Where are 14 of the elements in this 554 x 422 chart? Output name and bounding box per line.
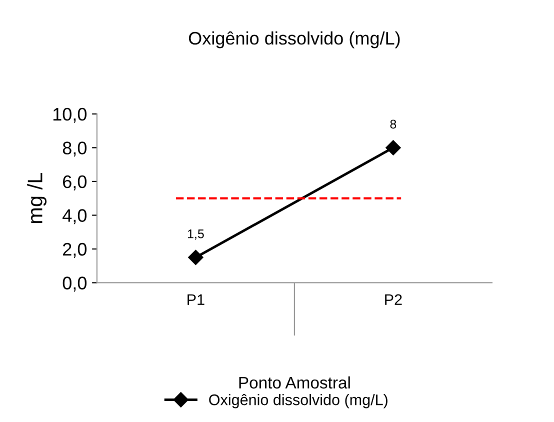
y-tick-label: 0,0 bbox=[62, 276, 87, 292]
x-tick-label: P1 bbox=[188, 294, 204, 305]
x-tick-label: P2 bbox=[385, 294, 402, 305]
y-tick-label: 6,0 bbox=[63, 175, 87, 190]
y-tick-label: 8,0 bbox=[62, 142, 87, 157]
data-label: 1,5 bbox=[188, 230, 204, 240]
chart-title: Oxigênio dissolvido (mg/L) bbox=[188, 31, 400, 48]
y-tick-label: 4,0 bbox=[62, 209, 87, 224]
legend-label: Oxigênio dissolvido (mg/L) bbox=[209, 394, 388, 408]
y-tick-label: 10,0 bbox=[53, 108, 87, 123]
data-label: 8 bbox=[390, 120, 396, 129]
y-axis-title: mg /L bbox=[27, 172, 47, 224]
x-axis-title: Ponto Amostral bbox=[239, 376, 350, 389]
y-tick-label: 2,0 bbox=[63, 242, 87, 258]
